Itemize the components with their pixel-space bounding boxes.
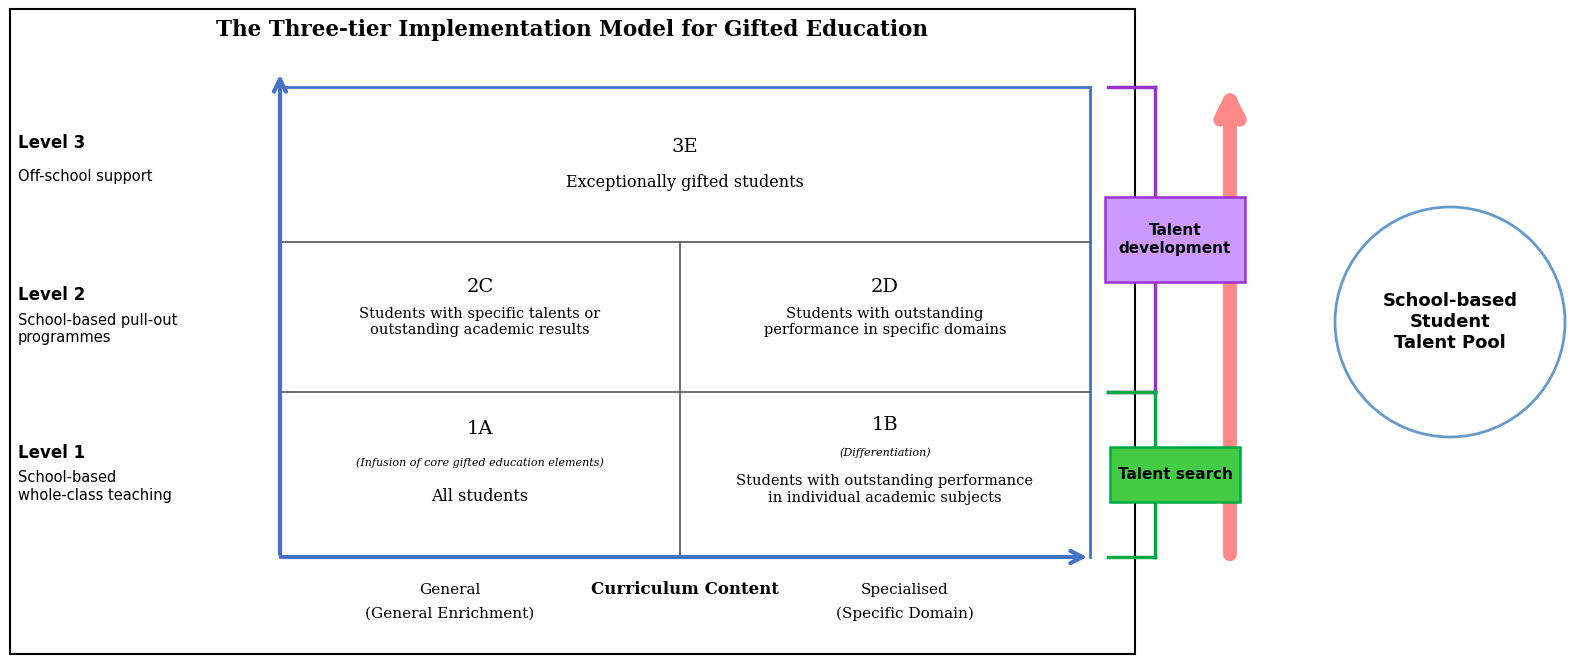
- Text: 2D: 2D: [871, 278, 899, 296]
- Text: The Three-tier Implementation Model for Gifted Education: The Three-tier Implementation Model for …: [216, 19, 929, 41]
- Text: 1A: 1A: [466, 420, 493, 438]
- Text: 1B: 1B: [872, 416, 899, 434]
- Bar: [1111, 447, 1240, 502]
- Text: Off-school support: Off-school support: [17, 169, 153, 184]
- Text: School-based pull-out
programmes: School-based pull-out programmes: [17, 313, 177, 345]
- Text: (General Enrichment): (General Enrichment): [365, 607, 534, 621]
- Text: Students with outstanding
performance in specific domains: Students with outstanding performance in…: [763, 307, 1006, 337]
- Text: Level 2: Level 2: [17, 286, 85, 304]
- Text: (Infusion of core gifted education elements): (Infusion of core gifted education eleme…: [356, 457, 604, 468]
- Text: Exceptionally gifted students: Exceptionally gifted students: [566, 174, 804, 191]
- Text: (Specific Domain): (Specific Domain): [836, 607, 973, 621]
- Text: 3E: 3E: [672, 138, 698, 156]
- Text: School-based
Student
Talent Pool: School-based Student Talent Pool: [1382, 292, 1517, 352]
- Text: Curriculum Content: Curriculum Content: [591, 581, 779, 598]
- Text: Students with outstanding performance
in individual academic subjects: Students with outstanding performance in…: [736, 475, 1033, 504]
- Text: (Differentiation): (Differentiation): [839, 448, 931, 458]
- Text: Talent
development: Talent development: [1119, 223, 1231, 256]
- Text: Specialised: Specialised: [861, 583, 950, 597]
- Text: 2C: 2C: [466, 278, 493, 296]
- Bar: [9, 9, 1134, 654]
- Text: Students with specific talents or
outstanding academic results: Students with specific talents or outsta…: [359, 307, 600, 337]
- Bar: [1104, 197, 1245, 282]
- Text: Level 1: Level 1: [17, 444, 85, 461]
- Text: General: General: [419, 583, 480, 597]
- Text: Talent search: Talent search: [1117, 467, 1232, 482]
- Text: School-based
whole-class teaching: School-based whole-class teaching: [17, 470, 172, 502]
- Text: Level 3: Level 3: [17, 134, 85, 152]
- Text: All students: All students: [431, 488, 529, 505]
